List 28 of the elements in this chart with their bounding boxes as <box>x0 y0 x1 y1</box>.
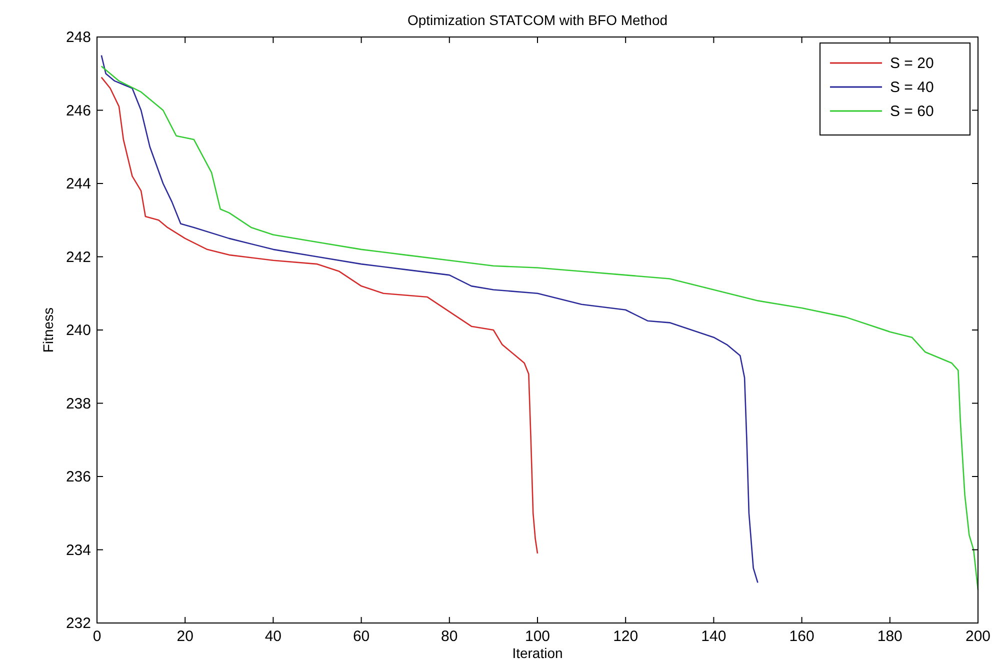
x-tick-label: 140 <box>701 628 726 645</box>
x-tick-label: 180 <box>877 628 902 645</box>
legend-label: S = 40 <box>890 79 934 96</box>
line-series <box>100 76 538 554</box>
x-axis-title: Iteration <box>512 645 563 661</box>
y-tick-label: 246 <box>66 102 91 120</box>
chart-title: Optimization STATCOM with BFO Method <box>407 12 668 28</box>
x-tick-label: 80 <box>441 628 458 645</box>
x-tick-label: 0 <box>92 628 102 645</box>
y-tick-label: 234 <box>66 542 91 559</box>
x-tick-label: 160 <box>789 628 814 645</box>
y-tick-label: 232 <box>66 615 91 632</box>
y-tick-label: 238 <box>66 395 91 412</box>
y-tick-label: 236 <box>66 468 91 486</box>
y-tick-label: 248 <box>66 29 91 46</box>
legend-label: S = 60 <box>890 103 934 120</box>
y-tick-label: 244 <box>66 176 91 192</box>
y-axis-title: Fitness <box>40 307 56 353</box>
x-tick-label: 20 <box>176 628 194 645</box>
x-tick-label: 40 <box>264 628 282 645</box>
x-tick-label: 120 <box>613 628 638 645</box>
y-tick-label: 240 <box>66 322 91 339</box>
legend-label: S = 20 <box>890 55 934 72</box>
line-series <box>100 54 758 584</box>
x-tick-label: 100 <box>524 628 550 645</box>
x-tick-label: 60 <box>352 628 370 645</box>
x-tick-label: 200 <box>965 628 991 645</box>
y-tick-label: 242 <box>66 248 91 266</box>
